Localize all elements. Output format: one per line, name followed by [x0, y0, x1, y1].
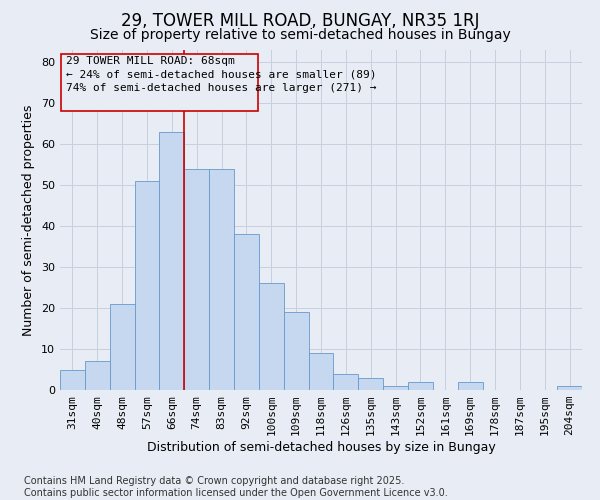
Bar: [334, 374, 358, 390]
Bar: [308, 353, 334, 390]
Bar: [284, 312, 308, 390]
Bar: [209, 169, 234, 390]
Bar: [358, 378, 383, 390]
Bar: [234, 234, 259, 390]
Bar: [383, 386, 408, 390]
Bar: [458, 382, 482, 390]
Y-axis label: Number of semi-detached properties: Number of semi-detached properties: [22, 104, 35, 336]
Bar: [160, 132, 184, 390]
Text: Contains HM Land Registry data © Crown copyright and database right 2025.
Contai: Contains HM Land Registry data © Crown c…: [24, 476, 448, 498]
Bar: [61, 54, 257, 112]
Text: 29 TOWER MILL ROAD: 68sqm
← 24% of semi-detached houses are smaller (89)
74% of : 29 TOWER MILL ROAD: 68sqm ← 24% of semi-…: [66, 56, 377, 92]
Text: 29, TOWER MILL ROAD, BUNGAY, NR35 1RJ: 29, TOWER MILL ROAD, BUNGAY, NR35 1RJ: [121, 12, 479, 30]
Bar: [85, 362, 110, 390]
Bar: [134, 181, 160, 390]
Bar: [110, 304, 134, 390]
Text: Size of property relative to semi-detached houses in Bungay: Size of property relative to semi-detach…: [89, 28, 511, 42]
Bar: [259, 284, 284, 390]
X-axis label: Distribution of semi-detached houses by size in Bungay: Distribution of semi-detached houses by …: [146, 441, 496, 454]
Bar: [557, 386, 582, 390]
Bar: [60, 370, 85, 390]
Bar: [408, 382, 433, 390]
Bar: [184, 169, 209, 390]
